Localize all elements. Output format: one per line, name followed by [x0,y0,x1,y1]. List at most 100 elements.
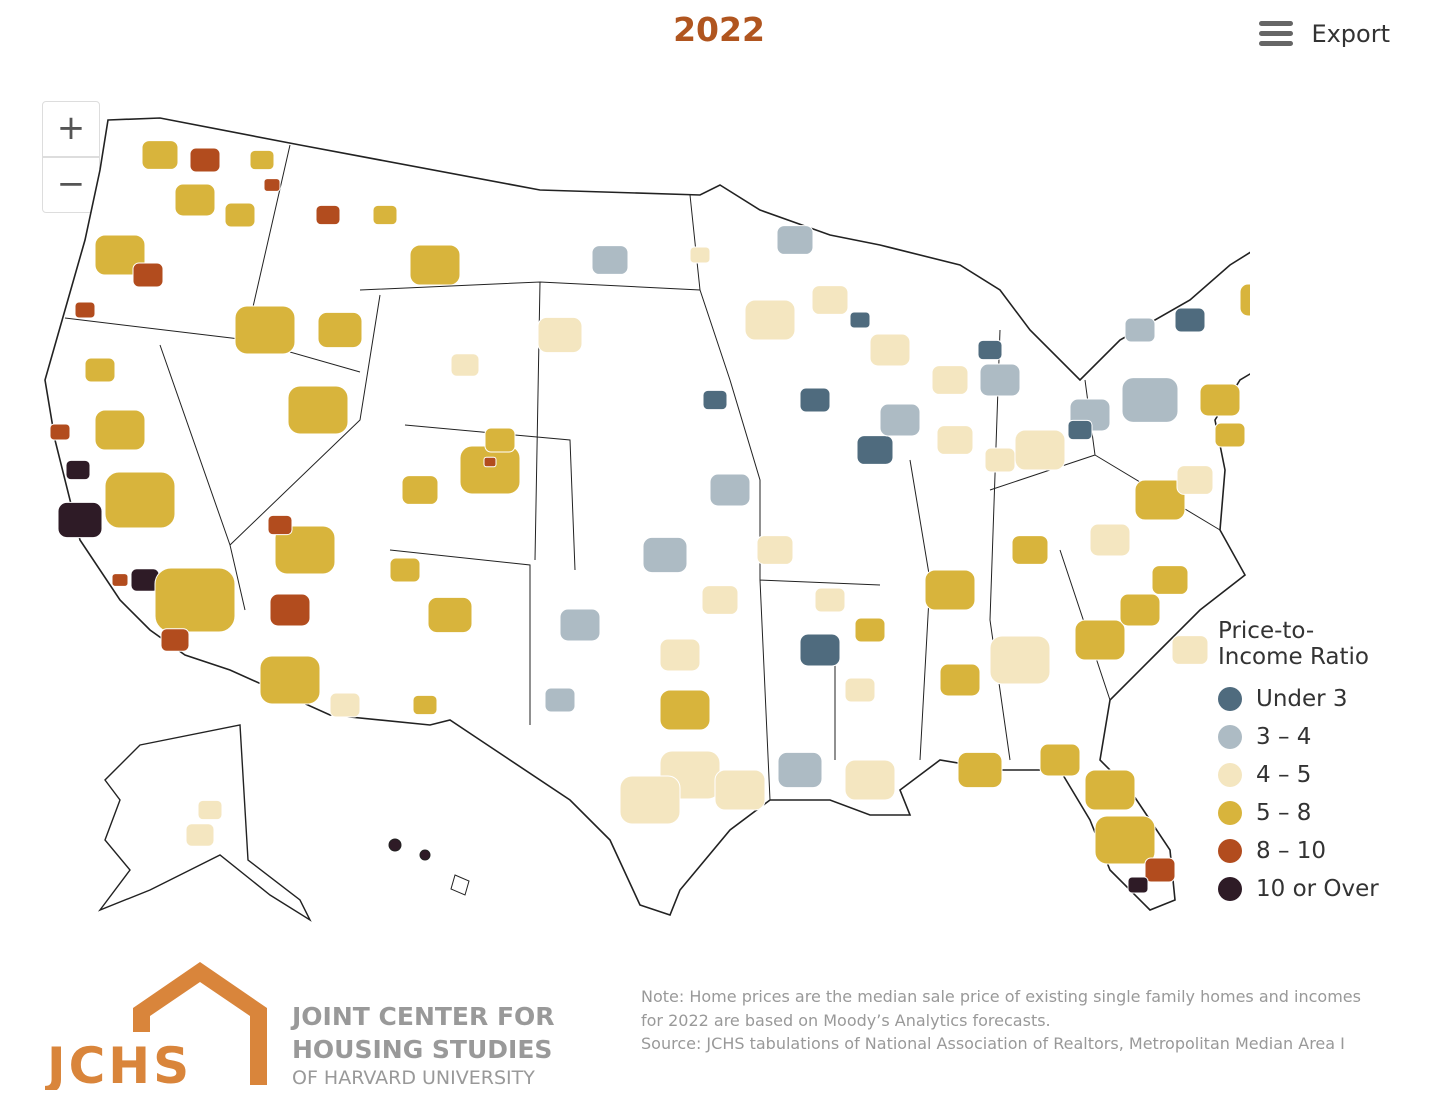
export-button[interactable]: Export [1259,20,1390,48]
zoom-in[interactable]: + [42,101,100,157]
metro-area[interactable] [1039,743,1081,777]
metro-area[interactable] [869,333,911,367]
metro-area[interactable] [409,244,461,286]
metro-area[interactable] [849,311,871,329]
metro-area[interactable] [879,403,921,437]
metro-area[interactable] [1171,635,1209,665]
metro-area[interactable] [776,225,814,255]
metro-area[interactable] [1121,377,1179,423]
metro-area[interactable] [854,617,886,643]
metro-area[interactable] [1239,283,1250,317]
metro-area[interactable] [94,234,146,276]
metro-area[interactable] [154,567,236,633]
metro-area[interactable] [174,183,216,217]
metro-area[interactable] [389,557,421,583]
metro-area[interactable] [49,423,71,441]
metro-area[interactable] [263,178,281,192]
metro-area[interactable] [977,339,1003,361]
metro-area[interactable] [714,769,766,811]
metro-area[interactable] [1067,419,1093,441]
metro-area[interactable] [811,285,849,315]
metro-area[interactable] [65,459,91,481]
metro-area[interactable] [1094,815,1156,865]
metro-area[interactable] [1074,619,1126,661]
metro-area[interactable] [74,301,96,319]
metro-area[interactable] [1151,565,1189,595]
metro-area[interactable] [619,775,681,825]
metro-area[interactable] [315,204,341,226]
metro-area[interactable] [1011,535,1049,565]
metro-area[interactable] [642,536,688,574]
metro-area[interactable] [702,389,728,411]
metro-area[interactable] [777,751,823,789]
metro-area[interactable] [267,514,293,536]
metro-area[interactable] [427,596,473,634]
metro-area[interactable] [249,149,275,171]
metro-area[interactable] [1014,429,1066,471]
metro-area[interactable] [189,147,221,173]
metro-area[interactable] [84,357,116,383]
metro-area[interactable] [689,246,711,264]
metro-area[interactable] [984,447,1016,473]
metro-area[interactable] [459,445,521,495]
metro-area[interactable] [1119,593,1161,627]
metro-area[interactable] [1134,479,1186,521]
metro-area[interactable] [744,299,796,341]
metro-area[interactable] [57,501,103,539]
metro-area[interactable] [1127,876,1149,894]
metro-area[interactable] [1084,769,1136,811]
metro-area[interactable] [450,353,480,377]
metro-area[interactable] [559,608,601,642]
metro-area[interactable] [1176,465,1214,495]
metro-area[interactable] [591,245,629,275]
metro-area[interactable] [234,305,296,355]
metro-area[interactable] [957,751,1003,789]
metro-area[interactable] [317,311,363,349]
metro-area[interactable] [931,365,969,395]
metro-area[interactable] [814,587,846,613]
metro-area[interactable] [484,427,516,453]
metro-area[interactable] [1214,422,1246,448]
zoom-out[interactable]: − [42,157,100,213]
metro-area[interactable] [1174,307,1206,333]
metro-area[interactable] [1144,857,1176,883]
metro-area[interactable] [111,573,129,587]
metro-area[interactable] [756,535,794,565]
metro-area[interactable] [287,385,349,435]
metro-area[interactable] [185,823,215,847]
metro-area[interactable] [141,140,179,170]
metro-area[interactable] [989,635,1051,685]
metro-area[interactable] [104,471,176,529]
metro-area[interactable] [224,202,256,228]
metro-area[interactable] [269,593,311,627]
metro-area[interactable] [329,692,361,718]
metro-area[interactable] [94,409,146,451]
metro-area[interactable] [659,689,711,731]
metro-area[interactable] [274,525,336,575]
metro-area[interactable] [544,687,576,713]
metro-area[interactable] [939,663,981,697]
metro-area[interactable] [924,569,976,611]
metro-area[interactable] [401,475,439,505]
metro-area[interactable] [197,799,223,821]
metro-area[interactable] [799,633,841,667]
metro-area[interactable] [372,204,398,226]
metro-area[interactable] [160,628,190,652]
metro-area[interactable] [1124,317,1156,343]
metro-area[interactable] [1199,383,1241,417]
metro-area[interactable] [709,473,751,507]
metro-area[interactable] [659,638,701,672]
metro-area[interactable] [132,262,164,288]
metro-area[interactable] [1089,523,1131,557]
metro-area[interactable] [979,363,1021,397]
metro-area[interactable] [844,677,876,703]
metro-area[interactable] [856,435,894,465]
metro-area[interactable] [701,585,739,615]
metro-area[interactable] [259,655,321,705]
metro-area[interactable] [844,759,896,801]
metro-area[interactable] [483,456,497,468]
metro-area[interactable] [799,387,831,413]
metro-area[interactable] [412,694,438,716]
metro-area[interactable] [537,316,583,354]
metro-area[interactable] [936,425,974,455]
